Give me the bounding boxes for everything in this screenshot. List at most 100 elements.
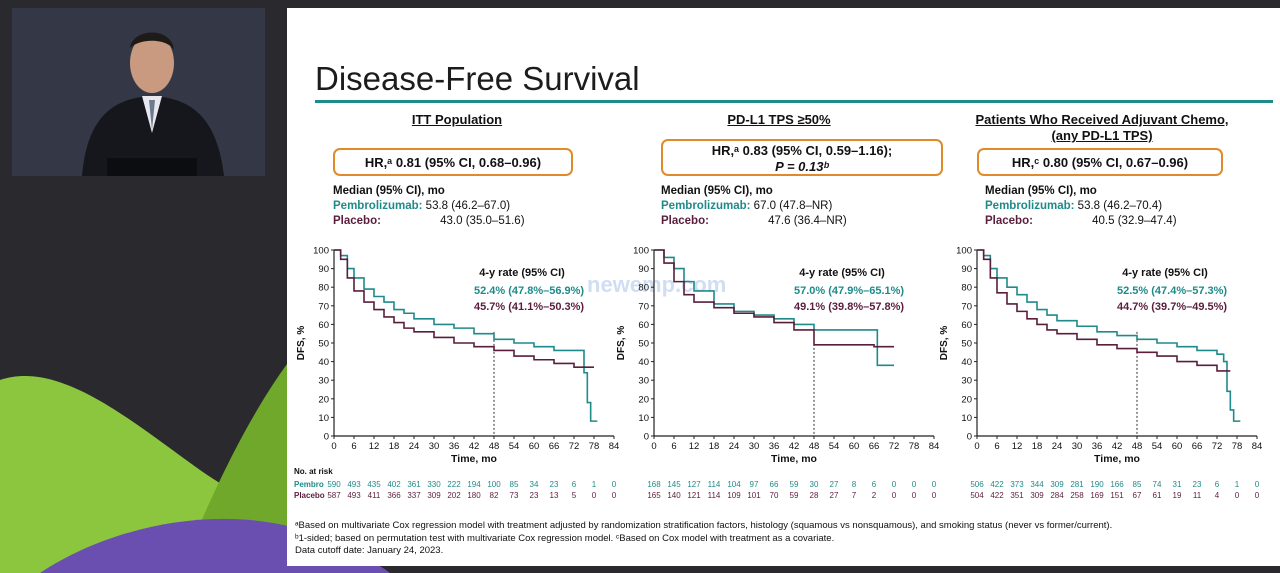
risk-count-placebo: 70 [770, 491, 779, 500]
x-tick-label: 78 [1232, 441, 1243, 452]
risk-count-pembro: 373 [1010, 480, 1024, 489]
hr-box-chemo: HR,ᶜ 0.80 (95% CI, 0.67–0.96) [977, 148, 1223, 176]
x-tick-label: 48 [1132, 441, 1143, 452]
risk-count-placebo: 169 [1090, 491, 1104, 500]
risk-count-placebo: 366 [387, 491, 401, 500]
x-tick-label: 24 [409, 441, 420, 452]
risk-count-pembro: 30 [810, 480, 819, 489]
x-tick-label: 72 [569, 441, 580, 452]
placebo-4y-rate: 44.7% (39.7%–49.5%) [1117, 301, 1227, 313]
risk-count-pembro: 100 [487, 480, 501, 489]
x-tick-label: 66 [1192, 441, 1203, 452]
risk-count-placebo: 422 [990, 491, 1004, 500]
pembro-median: 53.8 (46.2–67.0) [425, 200, 511, 212]
risk-count-placebo: 0 [1235, 491, 1240, 500]
risk-count-placebo: 140 [667, 491, 681, 500]
x-tick-label: 66 [869, 441, 880, 452]
risk-count-pembro: 330 [427, 480, 441, 489]
risk-count-pembro: 1 [1235, 480, 1240, 489]
x-tick-label: 42 [469, 441, 480, 452]
risk-count-placebo: 59 [790, 491, 799, 500]
y-tick-label: 100 [956, 246, 972, 257]
hr-text: HR,ᵃ 0.81 (95% CI, 0.68–0.96) [364, 155, 542, 170]
y-tick-label: 80 [638, 283, 649, 294]
y-tick-label: 80 [961, 283, 972, 294]
risk-count-pembro: 114 [708, 480, 721, 489]
risk-count-placebo: 0 [932, 491, 937, 500]
hr-box-pdl1: HR,ᵃ 0.83 (95% CI, 0.59–1.16); P = 0.13ᵇ [661, 139, 943, 176]
risk-count-pembro: 66 [770, 480, 779, 489]
x-tick-label: 0 [974, 441, 979, 452]
footnote-b: ᵇ1-sided; based on permutation test with… [295, 532, 835, 544]
hr-text: HR,ᵃ 0.83 (95% CI, 0.59–1.16); [711, 143, 893, 158]
x-tick-label: 72 [1212, 441, 1223, 452]
risk-count-pembro: 31 [1173, 480, 1182, 489]
x-tick-label: 60 [1172, 441, 1183, 452]
x-tick-label: 66 [549, 441, 560, 452]
y-tick-label: 30 [638, 376, 649, 387]
y-tick-label: 100 [633, 246, 649, 257]
x-axis-label: Time, mo [1094, 453, 1140, 465]
km-curve-pembro [654, 249, 894, 367]
pembro-4y-rate: 52.5% (47.4%–57.3%) [1117, 285, 1227, 297]
risk-count-placebo: 151 [1110, 491, 1124, 500]
pembro-label: Pembrolizumab: [333, 200, 423, 212]
risk-count-placebo: 0 [912, 491, 917, 500]
median-title: Median (95% CI), mo [333, 185, 445, 197]
placebo-median: 47.6 (36.4–NR) [768, 215, 847, 227]
x-tick-label: 24 [729, 441, 740, 452]
risk-count-placebo: 19 [1173, 491, 1182, 500]
x-tick-label: 30 [749, 441, 760, 452]
data-cutoff: Data cutoff date: January 24, 2023. [295, 545, 444, 556]
risk-count-placebo: 493 [347, 491, 361, 500]
presentation-slide: Disease-Free Survival newemp.com ITT Pop… [287, 8, 1280, 566]
placebo-label: Placebo: [661, 215, 709, 227]
median-title: Median (95% CI), mo [985, 185, 1097, 197]
risk-count-placebo: 0 [592, 491, 597, 500]
risk-count-pembro: 74 [1153, 480, 1162, 489]
y-tick-label: 20 [638, 394, 649, 405]
x-tick-label: 12 [689, 441, 700, 452]
risk-count-pembro: 6 [872, 480, 877, 489]
y-tick-label: 40 [961, 357, 972, 368]
risk-count-pembro: 34 [530, 480, 539, 489]
risk-count-placebo: 504 [970, 491, 984, 500]
risk-count-placebo: 0 [612, 491, 617, 500]
risk-count-pembro: 85 [510, 480, 519, 489]
y-tick-label: 0 [644, 432, 649, 443]
risk-count-pembro: 85 [1133, 480, 1142, 489]
y-axis-label: DFS, % [296, 326, 307, 361]
x-tick-label: 78 [589, 441, 600, 452]
risk-count-pembro: 27 [830, 480, 839, 489]
risk-count-pembro: 190 [1090, 480, 1104, 489]
watermark: newemp.com [587, 272, 727, 297]
x-tick-label: 42 [1112, 441, 1123, 452]
risk-count-placebo: 67 [1133, 491, 1142, 500]
y-tick-label: 70 [318, 301, 329, 312]
slide-title: Disease-Free Survival [315, 60, 640, 97]
hr-text: HR,ᶜ 0.80 (95% CI, 0.67–0.96) [1011, 155, 1189, 170]
risk-count-placebo: 587 [327, 491, 341, 500]
y-tick-label: 20 [318, 394, 329, 405]
panel-heading-pdl1: PD-L1 TPS ≥50% [727, 112, 831, 127]
km-curve-placebo [654, 249, 894, 348]
y-tick-label: 90 [961, 264, 972, 275]
y-tick-label: 70 [961, 301, 972, 312]
risk-count-pembro: 309 [1050, 480, 1064, 489]
risk-count-placebo: 4 [1215, 491, 1220, 500]
placebo-median: 43.0 (35.0–51.6) [440, 215, 525, 227]
risk-count-placebo: 82 [490, 491, 499, 500]
y-tick-label: 40 [318, 357, 329, 368]
y-axis-label: DFS, % [616, 326, 627, 361]
y-tick-label: 60 [318, 320, 329, 331]
risk-count-pembro: 97 [750, 480, 759, 489]
risk-count-pembro: 402 [387, 480, 401, 489]
km-curve-pembro [977, 249, 1241, 422]
risk-row-label-pembro: Pembro [294, 480, 324, 489]
panel-heading-chemo: Patients Who Received Adjuvant Chemo, (a… [947, 112, 1257, 144]
risk-count-pembro: 422 [990, 480, 1004, 489]
placebo-label: Placebo: [985, 215, 1033, 227]
risk-count-pembro: 506 [970, 480, 984, 489]
y-axis-label: DFS, % [939, 326, 950, 361]
risk-count-placebo: 5 [572, 491, 577, 500]
